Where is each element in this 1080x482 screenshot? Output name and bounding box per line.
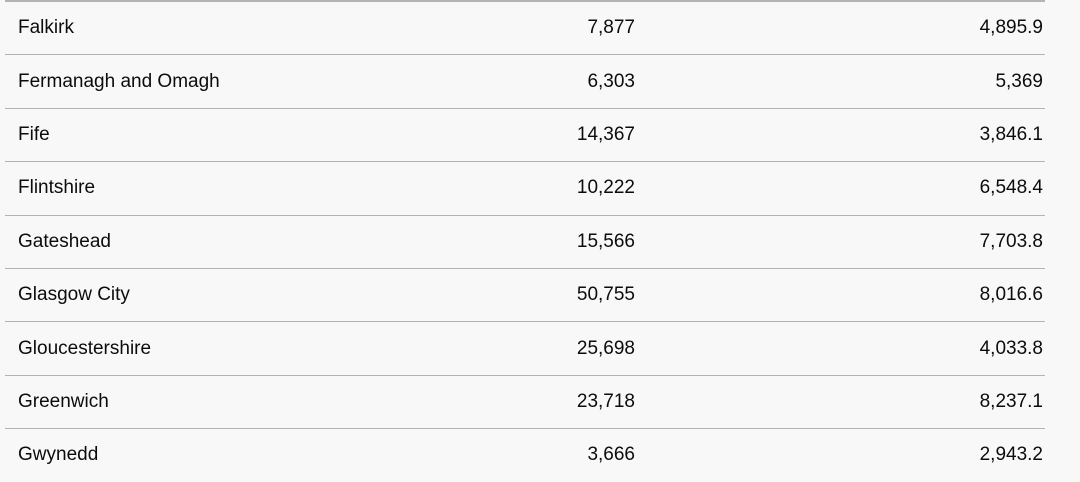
value-cell: 15,566 (418, 215, 635, 269)
table-row: Flintshire 10,222 6,548.4 (5, 161, 1045, 216)
table-row: Greenwich 23,718 8,237.1 (5, 375, 1045, 430)
area-name-cell: Gwynedd (18, 444, 99, 466)
value-cell: 50,755 (418, 268, 635, 323)
rate-cell: 4,895.9 (635, 1, 1045, 56)
value-cell: 14,367 (418, 108, 635, 163)
rate-cell: 7,703.8 (635, 215, 1045, 269)
area-name-cell: Greenwich (5, 375, 418, 430)
table-row: Fife 14,367 3,846.1 (5, 108, 1045, 163)
value-cell: 10,222 (418, 161, 635, 216)
area-name-cell: Gloucestershire (5, 321, 418, 376)
rate-cell: 3,846.1 (635, 108, 1045, 163)
table-row: Falkirk 7,877 4,895.9 (5, 1, 1045, 56)
value-cell: 7,877 (418, 1, 635, 56)
data-table: Falkirk 7,877 4,895.9 Fermanagh and Omagh 6,… (5, 0, 1045, 482)
table-row: Glasgow City 50,755 8,016.6 (5, 268, 1045, 323)
rate-cell: 8,237.1 (635, 375, 1045, 430)
rate-cell: 8,016.6 (635, 268, 1045, 323)
area-name-cell: Flintshire (5, 161, 418, 216)
rate-cell: 6,548.4 (635, 161, 1045, 216)
table-row: Gloucestershire 25,698 4,033.8 (5, 321, 1045, 376)
rate-cell: 2,943.2 (979, 444, 1043, 466)
table-row: Gwynedd 3,666 2,943.2 (5, 429, 1045, 482)
table-row: Fermanagh and Omagh 6,303 5,369 (5, 54, 1045, 109)
area-name-cell: Falkirk (5, 1, 418, 56)
area-name-cell: Gateshead (5, 215, 418, 269)
area-name-cell: Fife (5, 108, 418, 163)
table-row: Gateshead 15,566 7,703.8 (5, 215, 1045, 269)
value-cell: 23,718 (418, 375, 635, 430)
area-name-cell: Glasgow City (5, 268, 418, 323)
value-cell: 6,303 (418, 54, 635, 109)
area-name-cell: Fermanagh and Omagh (5, 54, 418, 109)
rate-cell: 4,033.8 (635, 321, 1045, 376)
value-cell: 25,698 (418, 321, 635, 376)
rate-cell: 5,369 (635, 54, 1045, 109)
value-cell: 3,666 (587, 444, 635, 466)
